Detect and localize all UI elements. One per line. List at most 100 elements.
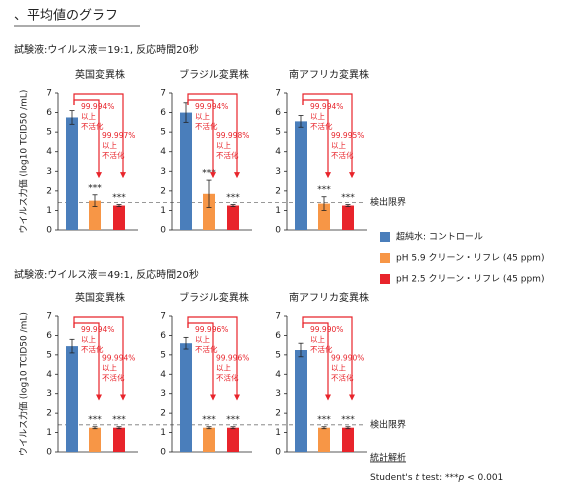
panel-title: ブラジル変異株: [179, 68, 249, 81]
y-tick-label: 3: [160, 167, 166, 177]
annotation: 以上: [81, 335, 96, 344]
significance: ***: [202, 169, 216, 179]
annotation: 不活化: [195, 121, 218, 131]
y-tick-label: 1: [160, 206, 166, 216]
significance: ***: [317, 415, 331, 425]
y-tick-label: 2: [275, 409, 281, 419]
bar: [227, 427, 239, 452]
y-tick-label: 4: [275, 370, 281, 380]
arrow-head: [349, 394, 355, 401]
annotation: 99.990%: [331, 354, 364, 363]
error-bar: [92, 194, 98, 207]
annotation: 99.998%: [216, 131, 249, 140]
y-axis-label: ウイルス力価 (log10 TCID50 /mL): [18, 90, 30, 234]
bar: [295, 350, 307, 452]
bar: [295, 121, 307, 230]
error-bar: [206, 179, 212, 208]
y-tick-label: 6: [160, 331, 166, 341]
bar: [113, 205, 125, 230]
y-tick-label: 5: [46, 128, 52, 138]
error-bar: [345, 204, 351, 207]
annotation: 以上: [216, 364, 231, 373]
error-bar: [116, 204, 122, 207]
y-tick-label: 4: [46, 147, 52, 157]
annotation: 99.994%: [195, 102, 228, 111]
annotation: 99.996%: [216, 354, 249, 363]
y-axis-label: ウイルス力価 (log10 TCID50 /mL): [18, 312, 30, 456]
arrow-head: [234, 172, 240, 179]
y-tick-label: 7: [160, 89, 166, 99]
annotation: 不活化: [81, 121, 104, 131]
bar: [89, 200, 101, 230]
legend-swatch: [380, 274, 390, 284]
y-tick-label: 2: [46, 186, 52, 196]
bar: [66, 346, 78, 452]
annotation: 不活化: [81, 344, 104, 354]
error-bar: [298, 115, 304, 128]
y-tick-label: 7: [275, 312, 281, 322]
y-tick-label: 6: [46, 331, 52, 341]
panel-title: 英国変異株: [75, 68, 125, 81]
error-bar: [230, 204, 236, 207]
y-tick-label: 4: [160, 147, 166, 157]
y-tick-label: 5: [275, 128, 281, 138]
y-tick-label: 4: [275, 147, 281, 157]
y-tick-label: 0: [46, 226, 52, 236]
error-bar: [321, 426, 327, 430]
y-tick-label: 2: [275, 186, 281, 196]
detection-label: 検出限界: [370, 418, 406, 430]
y-tick-label: 5: [46, 350, 52, 360]
bar: [66, 117, 78, 230]
significance: ***: [112, 415, 126, 425]
y-tick-label: 1: [46, 428, 52, 438]
y-tick-label: 6: [46, 108, 52, 118]
bar: [342, 205, 354, 230]
annotation: 不活化: [216, 150, 239, 160]
significance: ***: [226, 193, 240, 203]
y-tick-label: 0: [46, 448, 52, 458]
bar: [318, 203, 330, 230]
annotation: 99.997%: [102, 131, 135, 140]
error-bar: [206, 426, 212, 430]
significance: ***: [226, 415, 240, 425]
error-bar: [69, 338, 75, 354]
annotation: 不活化: [310, 344, 333, 354]
annotation: 以上: [331, 364, 346, 373]
annotation: 99.990%: [310, 325, 343, 334]
bar: [89, 427, 101, 452]
y-tick-label: 1: [160, 428, 166, 438]
error-bar: [345, 426, 351, 430]
annotation: 99.994%: [310, 102, 343, 111]
y-tick-label: 2: [160, 186, 166, 196]
y-tick-label: 6: [160, 108, 166, 118]
error-bar: [321, 196, 327, 211]
y-tick-label: 4: [46, 370, 52, 380]
annotation: 以上: [310, 112, 325, 121]
y-tick-label: 5: [160, 128, 166, 138]
annotation: 99.994%: [102, 354, 135, 363]
arrow-head: [325, 394, 331, 401]
bar: [180, 343, 192, 452]
bar: [203, 193, 215, 230]
stats-part: < 0.001: [464, 473, 503, 483]
y-tick-label: 7: [275, 89, 281, 99]
y-tick-label: 0: [275, 226, 281, 236]
significance: ***: [202, 415, 216, 425]
significance: ***: [341, 193, 355, 203]
annotation: 以上: [216, 141, 231, 150]
y-tick-label: 2: [160, 409, 166, 419]
bar: [318, 427, 330, 452]
annotation: 99.995%: [331, 131, 364, 140]
y-tick-label: 2: [46, 409, 52, 419]
error-bar: [92, 426, 98, 430]
y-tick-label: 6: [275, 331, 281, 341]
annotation: 以上: [195, 335, 210, 344]
y-tick-label: 5: [160, 350, 166, 360]
y-tick-label: 3: [275, 389, 281, 399]
significance: ***: [341, 415, 355, 425]
stats-part: Student's: [370, 473, 415, 483]
condition: 試験液:ウイルス液＝19:1, 反応時間20秒: [14, 43, 199, 56]
panel-title: 南アフリカ変異株: [289, 291, 369, 304]
y-tick-label: 1: [275, 428, 281, 438]
y-tick-label: 3: [46, 167, 52, 177]
